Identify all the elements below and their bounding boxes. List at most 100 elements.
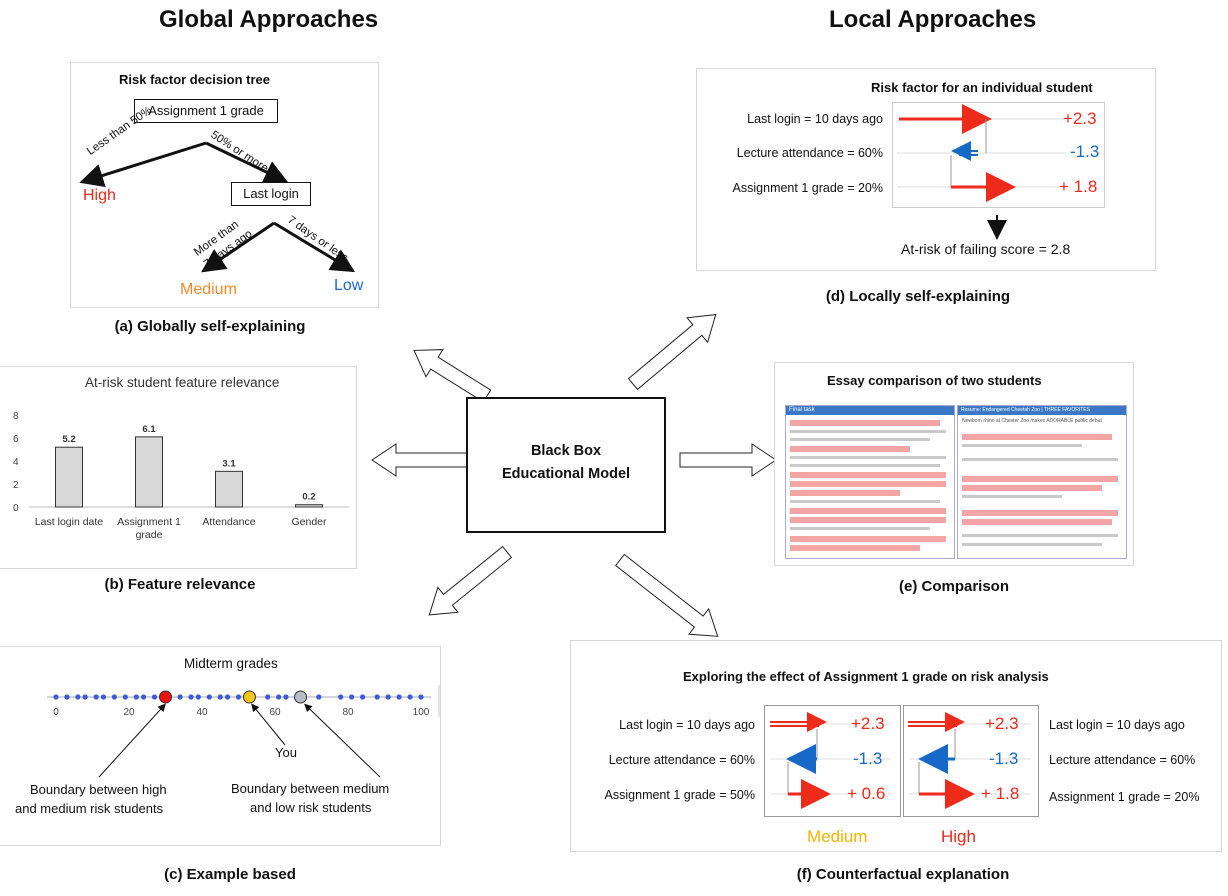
- y-tick-label: 6: [13, 434, 19, 445]
- counterfactual-panel: Exploring the effect of Assignment 1 gra…: [570, 640, 1222, 852]
- bar: [295, 504, 323, 508]
- example-based-panel: Midterm grades 0 20 40 60 80 100 You Boundary…: [0, 646, 441, 846]
- student-dot: [265, 694, 271, 700]
- cf-left-row2-label: Lecture attendance = 60%: [608, 753, 755, 767]
- cf-right-row2-value: -1.3: [989, 749, 1019, 768]
- cf-left-frame: [764, 705, 901, 817]
- local-waterfall-frame: [892, 102, 1105, 208]
- essay-right-header: Resume: Endangered Cheetah Zoo | THREE F…: [958, 406, 1126, 415]
- edge-login-low: [273, 221, 356, 273]
- category-label: Assignment 1: [117, 516, 181, 528]
- comparison-panel: Essay comparison of two students Final t…: [774, 362, 1134, 566]
- edge-root-last-login: [205, 141, 289, 184]
- essay-right-intro: Newborn rhino at Chester Zoo makes ADORA…: [962, 418, 1102, 424]
- student-dot: [360, 694, 366, 700]
- cf-right-frame: [903, 705, 1039, 817]
- black-box-model: Black Box Educational Model: [466, 397, 666, 533]
- highlight-dot: [159, 690, 172, 704]
- edge-root-high: [79, 141, 207, 188]
- you-arrow: [251, 703, 286, 746]
- local-score: At-risk of failing score = 2.8: [901, 241, 1071, 257]
- student-dot: [349, 694, 355, 700]
- arrow-to-f: [614, 553, 719, 637]
- decision-tree-panel: Risk factor decision tree Assignment 1 g…: [70, 62, 379, 308]
- local-waterfall-arrows: [897, 104, 1067, 240]
- chart-title: At-risk student feature relevance: [85, 375, 280, 390]
- highlight-dot: [294, 690, 308, 704]
- cf-left-row1-value: +2.3: [851, 714, 885, 733]
- student-dot: [188, 694, 194, 700]
- student-dot: [396, 694, 402, 700]
- student-dot: [276, 694, 282, 700]
- y-tick-label: 4: [13, 457, 19, 468]
- essay-left-pane: Final task: [785, 405, 955, 559]
- student-dot: [141, 694, 147, 700]
- student-dot: [82, 694, 88, 700]
- tree-title: Risk factor decision tree: [119, 72, 270, 87]
- student-dot: [53, 694, 59, 700]
- local-row3-label: Assignment 1 grade = 20%: [732, 181, 883, 195]
- local-row1-label: Last login = 10 days ago: [747, 112, 883, 126]
- student-dot: [111, 694, 117, 700]
- student-dot: [374, 694, 380, 700]
- local-explain-panel: Risk factor for an individual student La…: [696, 68, 1156, 271]
- student-dot: [177, 694, 183, 700]
- local-row2-value: -1.3: [1070, 142, 1100, 161]
- student-dot: [316, 694, 322, 700]
- caption-f: (f) Counterfactual explanation: [796, 866, 1010, 883]
- boundary-ml-line1: Boundary between medium: [231, 781, 390, 796]
- boundary-ml-arrow: [304, 703, 381, 778]
- category-label: grade: [136, 529, 163, 541]
- arrow-to-c: [428, 545, 513, 616]
- arrow-to-d: [627, 313, 717, 391]
- grade-tick-label: 80: [342, 707, 354, 718]
- caption-e: (e) Comparison: [898, 578, 1009, 595]
- dot-plot: 0 20 40 60 80 100: [47, 685, 440, 778]
- essay-left-header: Final task: [786, 406, 954, 415]
- local-row2-label: Lecture attendance = 60%: [736, 146, 883, 160]
- bar: [215, 470, 243, 508]
- cf-right-row1-label: Last login = 10 days ago: [1049, 718, 1185, 732]
- feature-relevance-panel: At-risk student feature relevance 0 2 4 6 8 5…: [0, 366, 357, 569]
- grade-tick-label: 40: [196, 707, 208, 718]
- cf-right-outcome: High: [941, 827, 976, 846]
- arrow-to-b: [371, 443, 469, 477]
- student-dot: [151, 694, 158, 700]
- bar-value-label: 3.1: [222, 458, 236, 469]
- you-label: You: [275, 745, 297, 760]
- grade-tick-label: 0: [53, 707, 59, 718]
- tree-edges: [79, 141, 356, 273]
- local-row1-value: +2.3: [1063, 109, 1097, 128]
- student-dot: [195, 694, 201, 700]
- student-dot: [75, 694, 81, 700]
- cf-left-row3-value: + 0.6: [847, 784, 886, 803]
- bar-value-label: 0.2: [302, 492, 315, 503]
- global-approaches-heading: Global Approaches: [159, 6, 379, 33]
- student-dot: [418, 694, 424, 700]
- black-box-line1: Black Box: [530, 443, 602, 459]
- boundary-hm-arrow: [98, 703, 166, 778]
- cf-left-row3-label: Assignment 1 grade = 50%: [604, 788, 755, 802]
- arrow-to-a: [413, 349, 492, 403]
- grade-tick-label: 100: [413, 707, 430, 718]
- y-tick-label: 8: [13, 411, 19, 422]
- bar: [135, 436, 163, 508]
- student-dot: [385, 694, 391, 700]
- caption-a: (a) Globally self-explaining: [114, 318, 306, 335]
- cf-left-row1-label: Last login = 10 days ago: [619, 718, 755, 732]
- highlight-dot: [242, 690, 256, 704]
- boundary-ml-line2: and low risk students: [250, 800, 372, 815]
- bar: [55, 446, 83, 508]
- local-row3-value: + 1.8: [1059, 177, 1098, 196]
- example-title: Midterm grades: [184, 656, 278, 671]
- local-title: Risk factor for an individual student: [871, 80, 1093, 95]
- student-dot: [235, 694, 242, 700]
- cf-right-row2-label: Lecture attendance = 60%: [1049, 753, 1196, 767]
- grade-tick-label: 20: [123, 707, 135, 718]
- student-dot: [407, 694, 413, 700]
- cf-title: Exploring the effect of Assignment 1 gra…: [683, 669, 1049, 684]
- comparison-title: Essay comparison of two students: [827, 373, 1042, 388]
- boundary-hm-line1: Boundary between high: [30, 782, 167, 797]
- category-label: Attendance: [202, 516, 255, 528]
